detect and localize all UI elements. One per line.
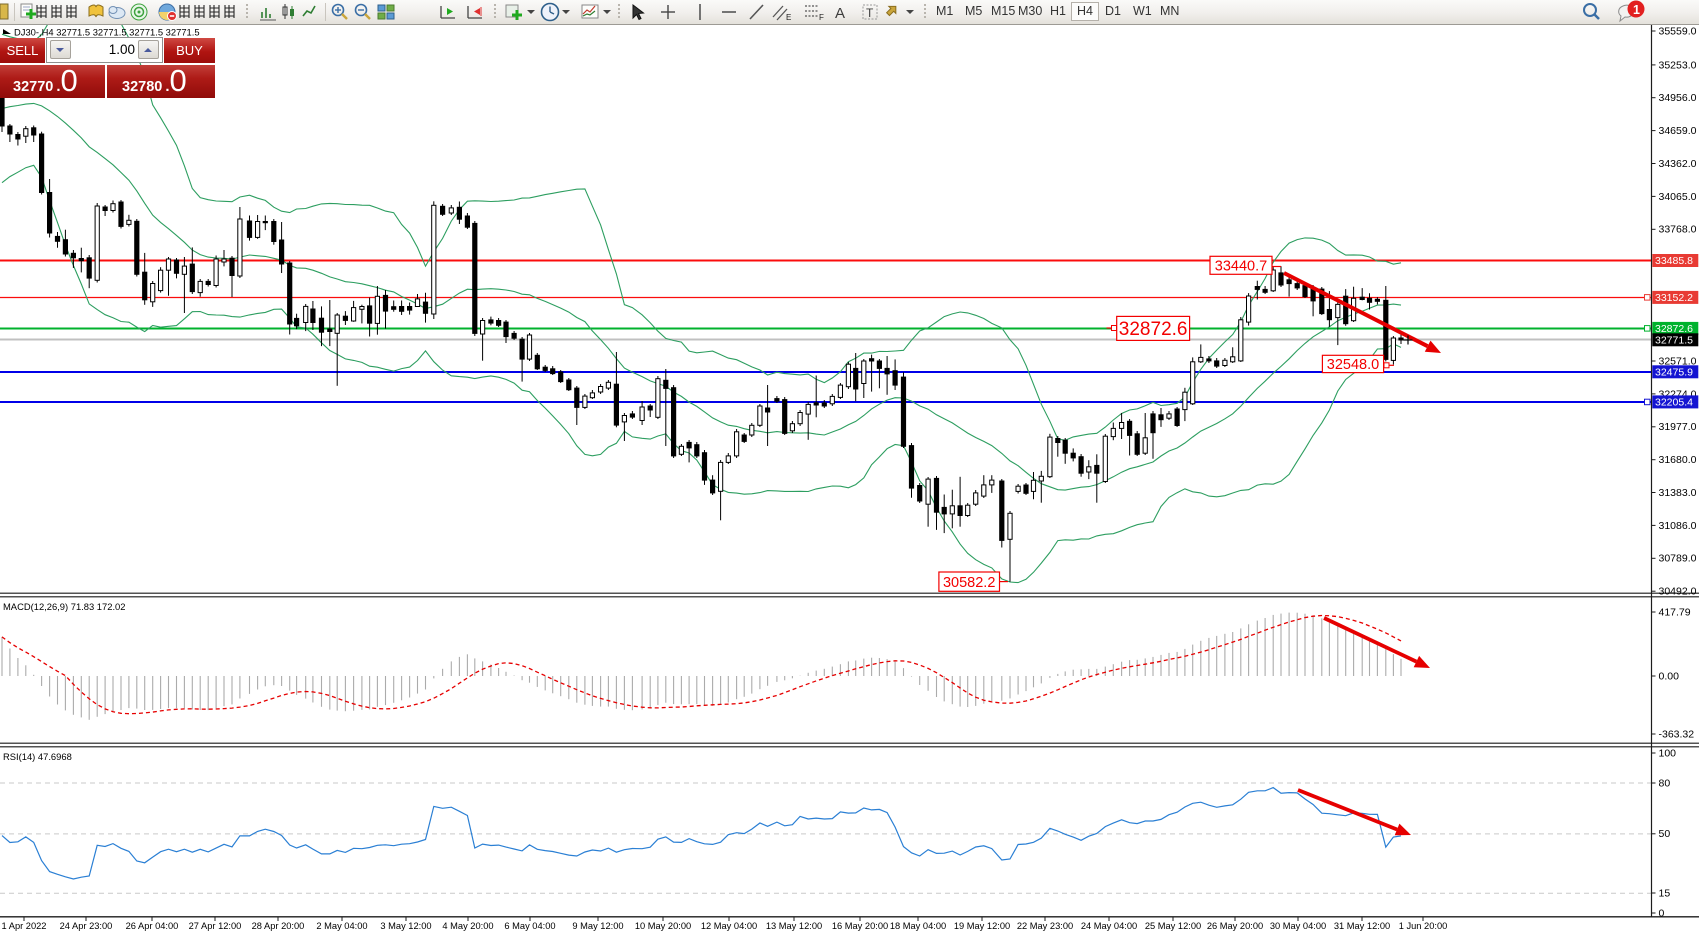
svg-text:100: 100 [1659,747,1677,759]
svg-text:32872.6: 32872.6 [1119,319,1188,340]
svg-text:30492.0: 30492.0 [1659,586,1697,598]
svg-text:DJ30-,H4 32771.5 32771.5 32771: DJ30-,H4 32771.5 32771.5 32771.5 32771.5 [14,27,200,38]
svg-text:33485.8: 33485.8 [1655,255,1693,267]
svg-text:A: A [835,5,845,22]
svg-text:T: T [866,6,874,20]
svg-text:30789.0: 30789.0 [1659,553,1697,565]
svg-text:4 May 20:00: 4 May 20:00 [442,921,493,931]
svg-text:26 Apr 04:00: 26 Apr 04:00 [126,921,179,931]
svg-text:19 May 12:00: 19 May 12:00 [954,921,1010,931]
svg-text:32872.6: 32872.6 [1655,323,1693,335]
svg-text:31680.0: 31680.0 [1659,454,1697,466]
svg-text:6 May 04:00: 6 May 04:00 [504,921,555,931]
svg-text:9 May 12:00: 9 May 12:00 [572,921,623,931]
svg-text:3 May 12:00: 3 May 12:00 [380,921,431,931]
svg-text:32205.4: 32205.4 [1655,397,1693,409]
svg-text:22 May 23:00: 22 May 23:00 [1017,921,1073,931]
svg-text:1 Jun 20:00: 1 Jun 20:00 [1399,921,1448,931]
svg-text:80: 80 [1659,777,1671,789]
svg-text:28 Apr 20:00: 28 Apr 20:00 [252,921,305,931]
svg-text:32548.0: 32548.0 [1327,357,1379,373]
svg-text:32571.0: 32571.0 [1659,355,1697,367]
svg-text:50: 50 [1659,828,1671,840]
svg-text:13 May 12:00: 13 May 12:00 [766,921,822,931]
svg-text:31 May 12:00: 31 May 12:00 [1334,921,1390,931]
svg-text:MACD(12,26,9) 71.83 172.02: MACD(12,26,9) 71.83 172.02 [3,601,125,612]
svg-text:32475.9: 32475.9 [1655,366,1693,378]
svg-text:33440.7: 33440.7 [1215,259,1267,275]
svg-text:24 Apr 23:00: 24 Apr 23:00 [60,921,113,931]
svg-text:15: 15 [1659,887,1671,899]
svg-text:2 May 04:00: 2 May 04:00 [316,921,367,931]
svg-text:30 May 04:00: 30 May 04:00 [1270,921,1326,931]
svg-text:27 Apr 12:00: 27 Apr 12:00 [189,921,242,931]
svg-text:35253.0: 35253.0 [1659,59,1697,71]
svg-text:31977.0: 31977.0 [1659,421,1697,433]
svg-text:33768.0: 33768.0 [1659,224,1697,236]
svg-text:33152.2: 33152.2 [1655,292,1693,304]
svg-text:18 May 04:00: 18 May 04:00 [890,921,946,931]
svg-text:16 May 20:00: 16 May 20:00 [832,921,888,931]
svg-text:30582.2: 30582.2 [943,575,995,591]
svg-text:1 Apr 2022: 1 Apr 2022 [2,921,47,931]
svg-text:25 May 12:00: 25 May 12:00 [1145,921,1201,931]
svg-text:E: E [786,13,791,22]
svg-text:32771.5: 32771.5 [1655,334,1693,346]
svg-text:12 May 04:00: 12 May 04:00 [701,921,757,931]
svg-text:34659.0: 34659.0 [1659,125,1697,137]
svg-text:10 May 20:00: 10 May 20:00 [635,921,691,931]
svg-text:1: 1 [1633,3,1640,17]
svg-text:34956.0: 34956.0 [1659,92,1697,104]
svg-text:RSI(14) 47.6968: RSI(14) 47.6968 [3,751,72,762]
svg-text:0.00: 0.00 [1659,670,1680,682]
svg-text:34362.0: 34362.0 [1659,158,1697,170]
svg-text:24 May 04:00: 24 May 04:00 [1081,921,1137,931]
svg-text:-363.32: -363.32 [1659,728,1695,740]
svg-text:31086.0: 31086.0 [1659,520,1697,532]
svg-text:26 May 20:00: 26 May 20:00 [1207,921,1263,931]
svg-text:417.79: 417.79 [1659,606,1691,618]
svg-text:34065.0: 34065.0 [1659,191,1697,203]
svg-text:0: 0 [1659,907,1665,919]
svg-text:31383.0: 31383.0 [1659,487,1697,499]
svg-text:F: F [819,13,824,22]
svg-text:35559.0: 35559.0 [1659,25,1697,37]
